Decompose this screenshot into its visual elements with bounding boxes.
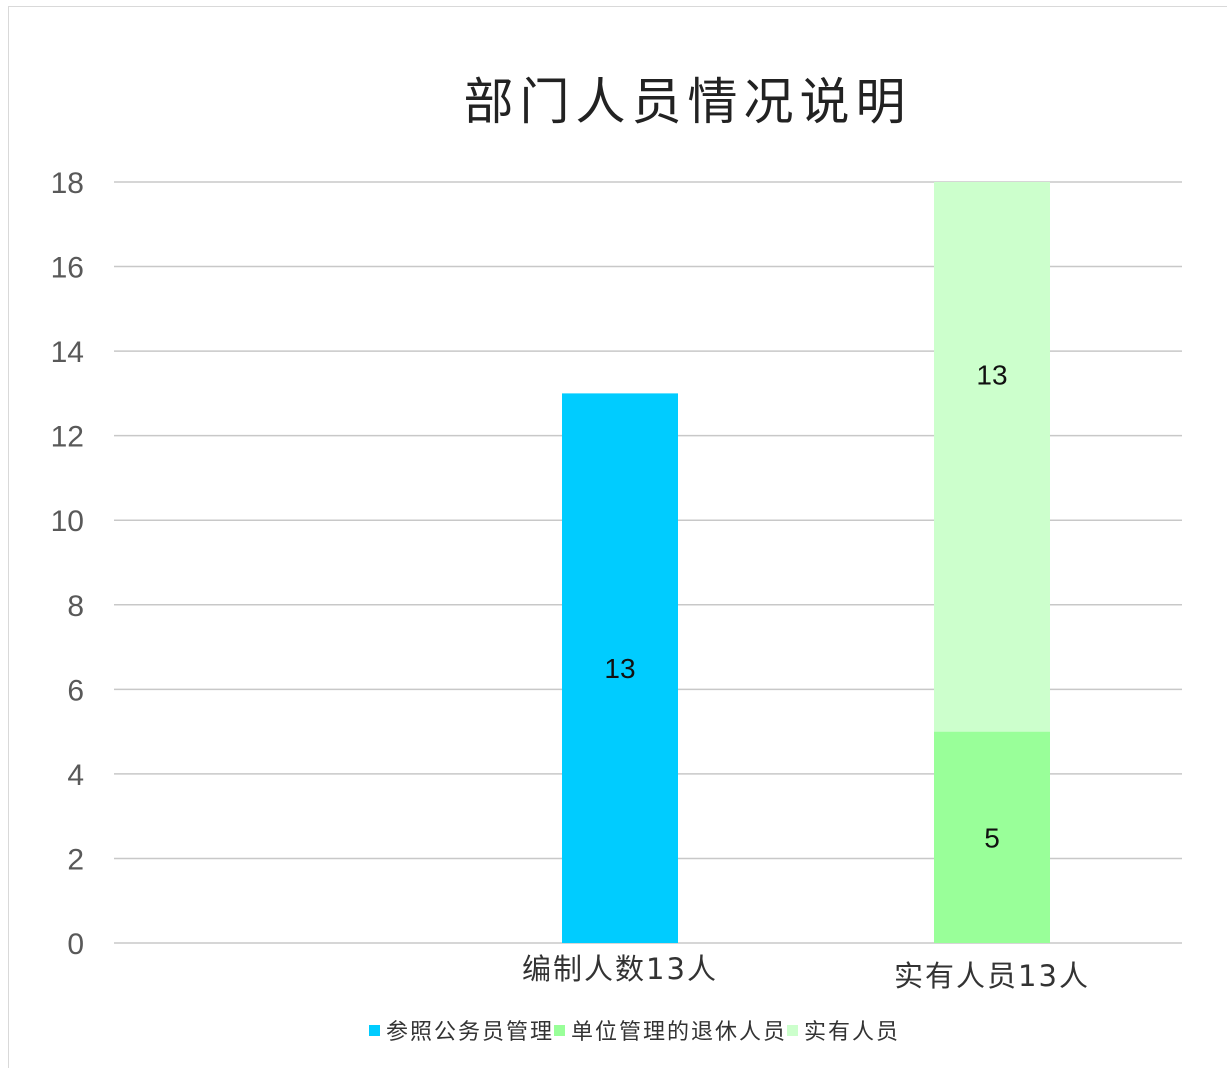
y-tick-label: 12	[51, 421, 84, 454]
y-tick-label: 6	[67, 674, 84, 707]
legend-swatch	[787, 1024, 798, 1036]
data-label: 13	[604, 653, 635, 684]
legend-swatch	[368, 1024, 380, 1036]
bar-segment	[562, 393, 678, 943]
x-category-label: 编制人数13人	[522, 952, 718, 986]
legend-label: 单位管理的退休人员	[570, 1020, 787, 1045]
y-tick-label: 8	[67, 590, 84, 623]
legend-item: 实有人员	[787, 1014, 900, 1046]
y-tick-label: 10	[51, 505, 84, 538]
legend-swatch	[553, 1024, 565, 1036]
bar-segment	[934, 731, 1050, 943]
y-tick-label: 18	[51, 167, 84, 200]
y-tick-label: 16	[51, 252, 84, 285]
data-label: 13	[976, 359, 1007, 390]
legend-item: 参照公务员管理	[368, 1014, 554, 1046]
chart-frame	[8, 6, 1227, 1068]
y-tick-label: 4	[67, 759, 84, 792]
y-tick-label: 0	[67, 928, 84, 961]
chart-title: 部门人员情况说明	[463, 73, 912, 131]
y-tick-label: 2	[67, 843, 84, 876]
y-tick-label: 14	[51, 336, 84, 369]
chart-legend: 参照公务员管理 单位管理的退休人员 实有人员	[0, 1014, 1229, 1046]
legend-label: 参照公务员管理	[385, 1020, 554, 1045]
legend-item: 单位管理的退休人员	[553, 1014, 787, 1046]
x-category-label: 实有人员13人	[894, 959, 1090, 993]
chart-plot: 0 2 4 6 8 10 12 14 16 18 13 5 13 编制人数13人 实有人员13人	[51, 167, 1182, 993]
legend-label: 实有人员	[804, 1020, 901, 1045]
bar-segment	[934, 182, 1050, 732]
data-label: 5	[984, 822, 1000, 853]
